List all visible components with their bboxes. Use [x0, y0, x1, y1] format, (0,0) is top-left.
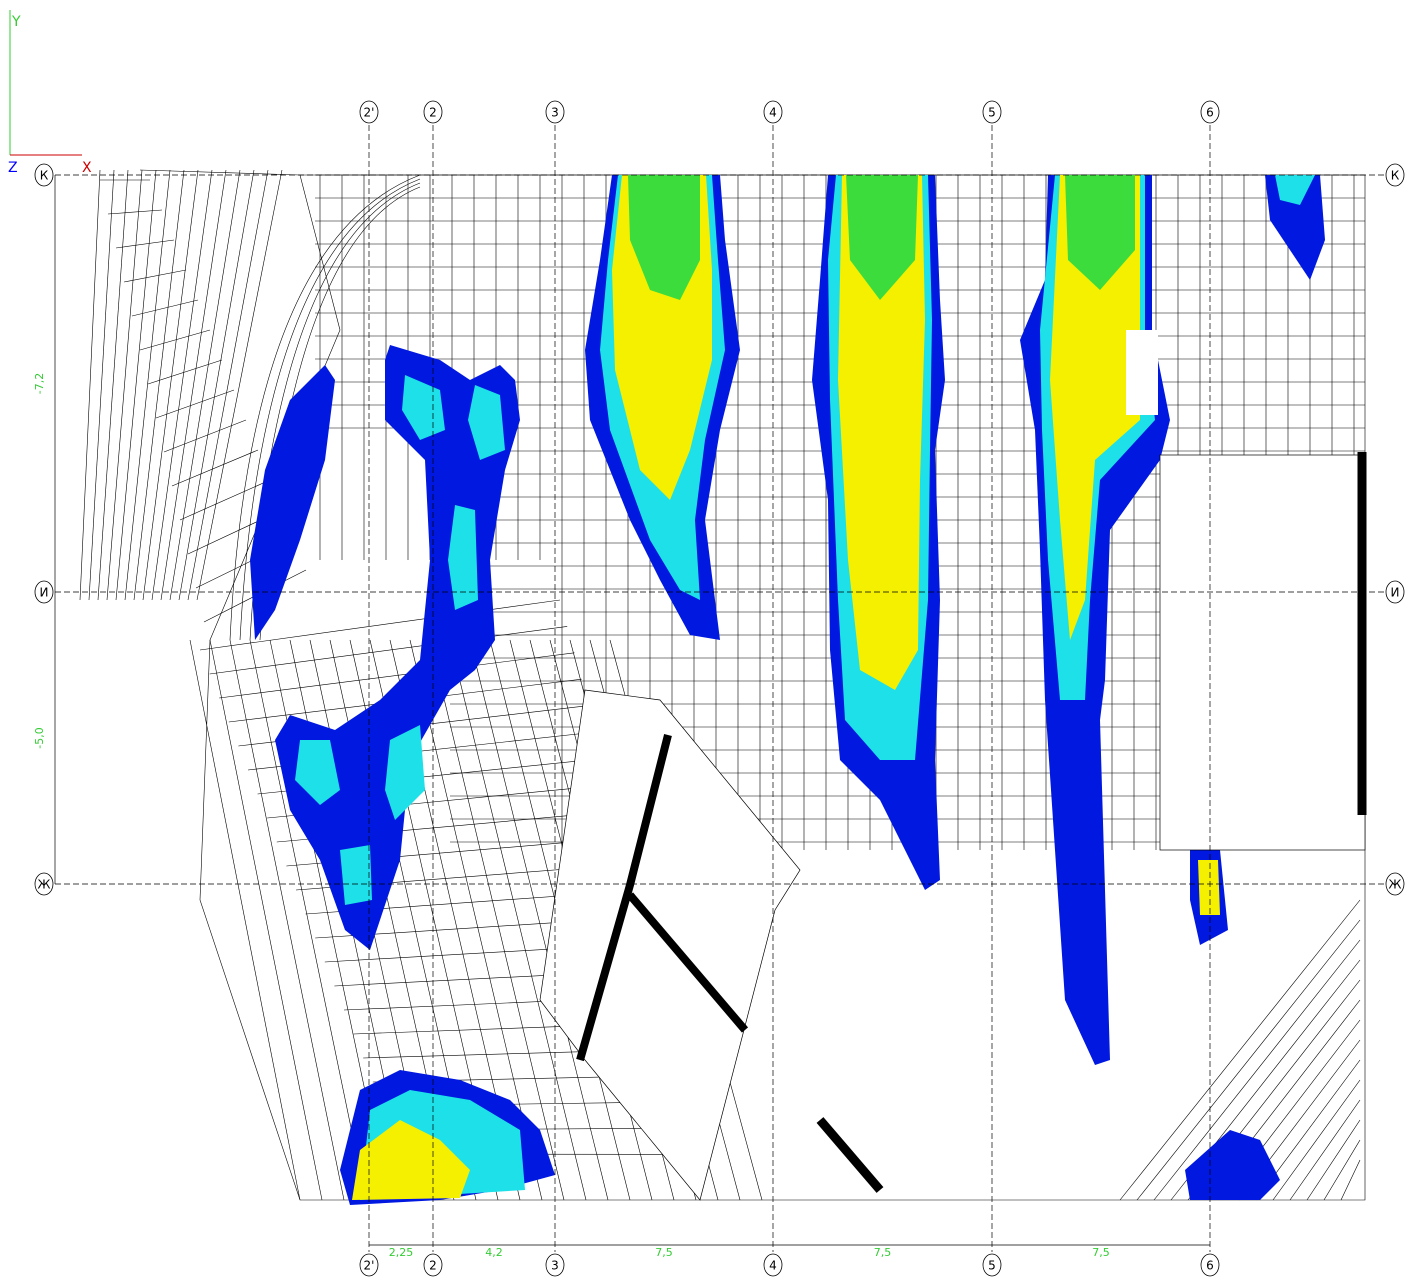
column-label-top: 3: [551, 106, 559, 120]
column-label-bottom: 4: [769, 1259, 777, 1273]
row-label-left: Ж: [38, 878, 51, 892]
column-label-bottom: 3: [551, 1259, 559, 1273]
dim-horizontal: 7,5: [655, 1246, 673, 1259]
triad-z-label: Z: [8, 160, 18, 176]
column-label-top: 4: [769, 106, 777, 120]
dim-horizontal: 7,5: [874, 1246, 892, 1259]
dim-horizontal: 2,25: [389, 1246, 414, 1259]
dim-vertical: -5,0: [33, 727, 46, 748]
dim-horizontal: 7,5: [1092, 1246, 1110, 1259]
column-label-top: 2: [429, 106, 437, 120]
row-label-right: Ж: [1389, 878, 1402, 892]
column-label-bottom: 2': [364, 1259, 375, 1273]
opening: [1160, 455, 1365, 850]
row-label-right: К: [1391, 169, 1400, 183]
row-label-left: К: [40, 169, 49, 183]
dim-vertical: -7,2: [33, 373, 46, 394]
column-label-bottom: 2: [429, 1259, 437, 1273]
column-label-bottom: 6: [1206, 1259, 1214, 1273]
column-label-top: 2': [364, 106, 375, 120]
triad-y-label: Y: [11, 14, 21, 30]
triad-x-label: X: [82, 160, 92, 176]
row-label-left: И: [40, 586, 49, 600]
column-label-top: 5: [988, 106, 996, 120]
dim-horizontal: 4,2: [485, 1246, 503, 1259]
column-label-bottom: 5: [988, 1259, 996, 1273]
column-label-top: 6: [1206, 106, 1214, 120]
row-label-right: И: [1391, 586, 1400, 600]
